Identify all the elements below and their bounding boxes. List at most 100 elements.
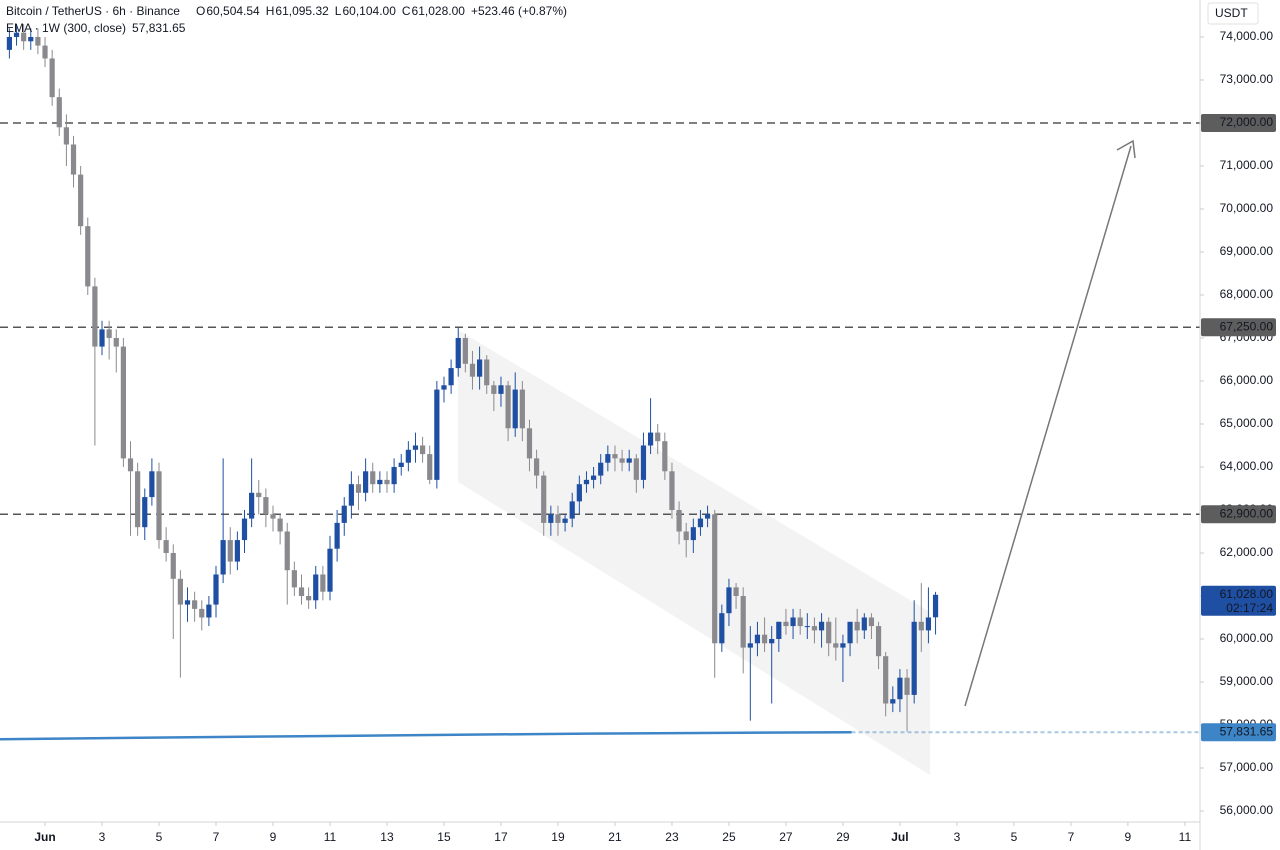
- candle-body: [790, 617, 796, 627]
- y-tick-label: 68,000.00: [1220, 287, 1274, 301]
- candle-body: [241, 518, 248, 541]
- candle-body: [412, 445, 419, 450]
- candle-body: [99, 329, 105, 347]
- candle-body: [911, 621, 917, 695]
- candle-body: [341, 505, 347, 523]
- candle-body: [92, 286, 98, 347]
- candle-body: [462, 337, 468, 364]
- candle-body: [398, 462, 404, 467]
- candle-body: [818, 621, 825, 631]
- candle-body: [875, 626, 882, 657]
- ema-tag: [1201, 723, 1276, 742]
- x-tick-label: 11: [1179, 830, 1192, 844]
- candle-body: [847, 621, 853, 644]
- candle-body: [918, 621, 924, 631]
- candle-body: [78, 174, 84, 227]
- candle-body: [612, 454, 618, 459]
- candle-body: [783, 621, 789, 627]
- candle-body: [719, 613, 725, 644]
- x-tick-label: 5: [1011, 830, 1018, 844]
- ohlc-value: 61,028.00: [412, 4, 466, 18]
- x-tick-label: 23: [665, 830, 679, 844]
- candle-body: [726, 587, 732, 614]
- candle-body: [555, 514, 561, 523]
- candle-body: [334, 522, 340, 549]
- candle-body: [754, 634, 761, 644]
- x-tick-label: 25: [722, 830, 736, 844]
- ohlc-key: L: [335, 4, 342, 18]
- candle-body: [384, 479, 390, 485]
- candle-body: [6, 36, 13, 50]
- candle-body: [85, 226, 91, 287]
- y-tick-label: 69,000.00: [1220, 244, 1274, 258]
- candle-body: [120, 346, 126, 459]
- candle-body: [633, 458, 639, 480]
- candle-body: [192, 600, 198, 609]
- x-tick-label: 5: [156, 830, 163, 844]
- candle-body: [541, 475, 547, 523]
- candle-body: [234, 540, 240, 562]
- candle-body: [519, 389, 525, 429]
- candle-body: [377, 479, 383, 485]
- candle-body: [897, 677, 903, 700]
- candle-body: [270, 514, 276, 519]
- candle-body: [904, 677, 910, 695]
- x-tick-label: 15: [437, 830, 451, 844]
- candle-body: [28, 36, 34, 42]
- candle-body: [576, 484, 582, 502]
- candle-body: [163, 540, 169, 553]
- candle-body: [868, 617, 875, 627]
- candle-body: [427, 454, 433, 480]
- price-tag-countdown: 02:17:24: [1226, 601, 1273, 615]
- candle-body: [284, 531, 290, 571]
- level-tag: [1201, 505, 1276, 524]
- candle-body: [640, 445, 647, 480]
- x-tick-label: 19: [551, 830, 565, 844]
- candle-body: [932, 594, 939, 618]
- candle-body: [890, 699, 896, 704]
- x-tick-label: Jul: [891, 830, 908, 844]
- ohlc-key: H: [266, 4, 275, 18]
- ohlc-value: 60,104.00: [342, 4, 396, 18]
- x-tick-label: 9: [270, 830, 277, 844]
- candle-body: [327, 548, 333, 592]
- candle-body: [605, 454, 611, 463]
- candle-body: [313, 574, 319, 601]
- candle-body: [826, 621, 832, 644]
- ohlc-legend: O 60,504.54 H 61,095.32 L 60,104.00 C 61,028.00…: [196, 4, 567, 18]
- candle-body: [676, 509, 682, 532]
- candle-body: [306, 595, 312, 601]
- candle-body: [256, 492, 262, 498]
- candle-body: [683, 531, 689, 541]
- candle-body: [220, 540, 226, 575]
- axis-layer: 56,000.0057,000.0058,000.0059,000.0060,0…: [34, 29, 1276, 844]
- ema-line: [0, 730, 852, 741]
- ema-legend-value: 57,831.65: [132, 21, 186, 35]
- candle-body: [199, 608, 205, 618]
- symbol: Bitcoin / TetherUS · 6h · Binance: [6, 4, 180, 18]
- candle-body: [655, 432, 661, 442]
- candle-body: [477, 359, 483, 377]
- arrow-head: [1116, 139, 1136, 159]
- x-tick-label: Jun: [34, 830, 55, 844]
- candle-body: [405, 449, 411, 463]
- currency: USDT: [1215, 6, 1248, 20]
- candle-body: [249, 492, 255, 519]
- x-tick-label: 29: [836, 830, 850, 844]
- candle-body: [590, 475, 597, 480]
- candle-body: [662, 441, 668, 472]
- candle-body: [106, 329, 112, 338]
- candle-body: [761, 634, 768, 644]
- candle-body: [149, 471, 155, 498]
- y-tick-label: 73,000.00: [1220, 72, 1274, 86]
- candle-body: [391, 466, 397, 485]
- plot-area: [0, 24, 1200, 741]
- level-tag-label: 62,900.00: [1220, 506, 1274, 520]
- candle-body: [142, 497, 148, 528]
- price-tag: [1201, 585, 1276, 616]
- ema-tag-label: 57,831.65: [1220, 724, 1274, 738]
- candle-body: [562, 518, 568, 523]
- candle-body: [626, 458, 632, 463]
- candle-body: [733, 587, 739, 596]
